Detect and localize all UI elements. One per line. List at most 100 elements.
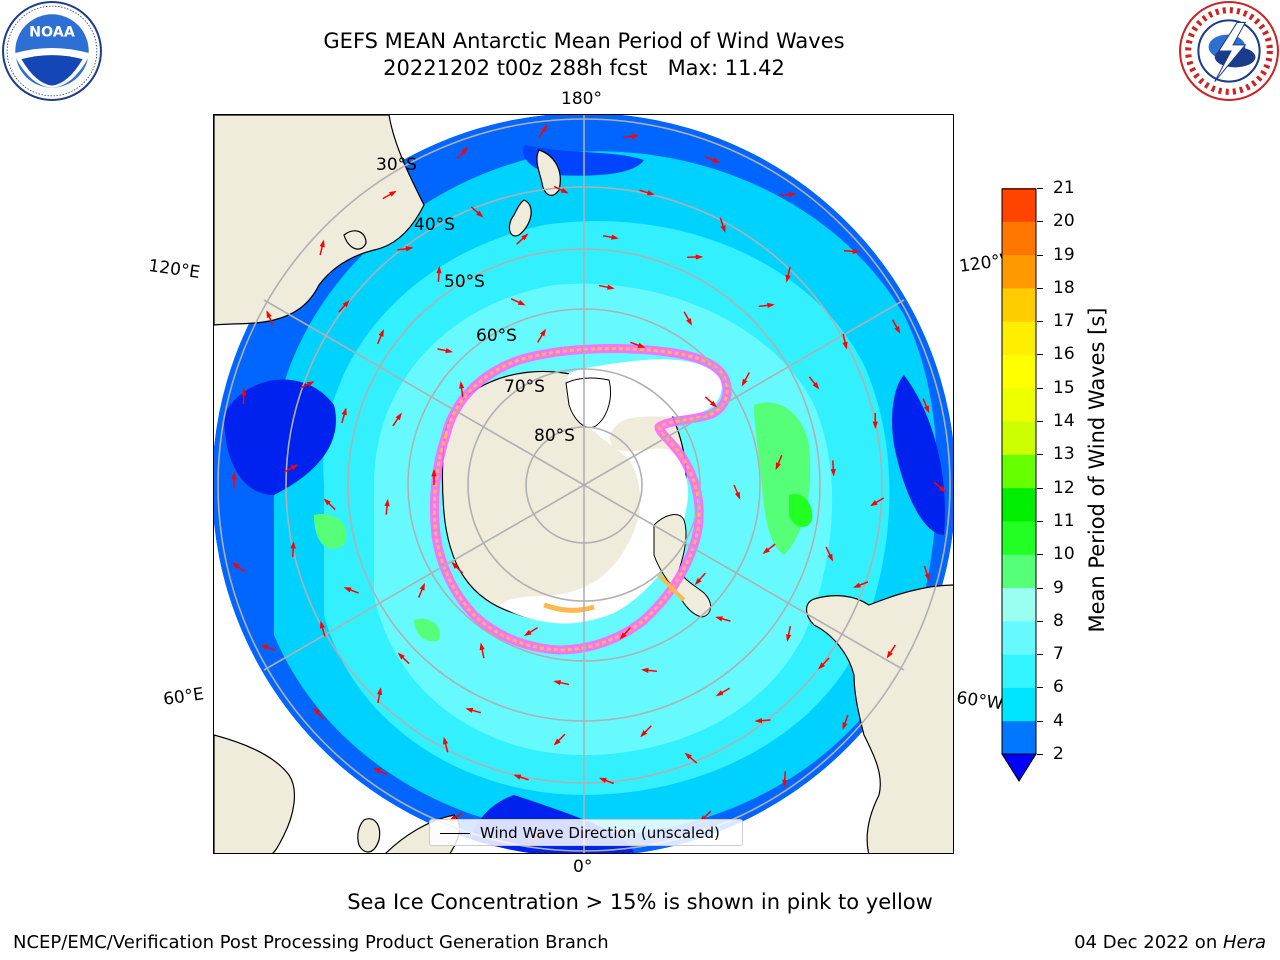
colorbar-tick-mark bbox=[1037, 287, 1043, 289]
colorbar-segment bbox=[1002, 254, 1036, 289]
credit-right: 04 Dec 2022 on Hera bbox=[1074, 932, 1266, 953]
new-zealand bbox=[536, 149, 561, 196]
wave-direction-arrowhead bbox=[266, 310, 272, 319]
colorbar-segment bbox=[1002, 587, 1036, 622]
wave-direction-arrowhead bbox=[870, 500, 878, 507]
colorbar bbox=[1001, 188, 1037, 782]
wave-direction-arrowhead bbox=[715, 690, 724, 697]
wave-direction-arrowhead bbox=[715, 616, 723, 622]
wave-direction-arrowhead bbox=[389, 190, 397, 197]
map-legend: Wind Wave Direction (unscaled) bbox=[429, 819, 743, 846]
wave-direction-arrowhead bbox=[541, 124, 548, 132]
colorbar-tick-label: 7 bbox=[1053, 644, 1064, 665]
credit-date: 04 Dec 2022 on bbox=[1074, 932, 1223, 953]
wave-direction-arrowhead bbox=[720, 225, 726, 233]
wave-direction-arrowhead bbox=[827, 553, 834, 562]
colorbar-tick-label: 2 bbox=[1053, 744, 1064, 764]
colorbar-under-triangle bbox=[1001, 753, 1037, 782]
lon-label-0: 0° bbox=[573, 857, 593, 877]
wave-direction-arrowhead bbox=[443, 736, 449, 745]
legend-line-sample bbox=[440, 833, 470, 834]
colorbar-tick-mark bbox=[1037, 221, 1043, 223]
wave-direction-arrowhead bbox=[405, 246, 414, 252]
wave-direction-arrowhead bbox=[686, 318, 693, 326]
wave-direction-arrowhead bbox=[560, 187, 569, 194]
colorbar-tick-label: 11 bbox=[1053, 510, 1075, 531]
wave-direction-arrowhead bbox=[459, 380, 465, 389]
lon-label-180: 180° bbox=[561, 89, 602, 109]
lat-label-50s: 50°S bbox=[444, 272, 485, 292]
colorbar-tick-label: 15 bbox=[1053, 377, 1075, 398]
colorbar-tick-label: 20 bbox=[1053, 211, 1075, 232]
colorbar-tick-mark bbox=[1037, 354, 1043, 356]
wave-direction-arrowhead bbox=[924, 573, 930, 582]
colorbar-tick-label: 16 bbox=[1053, 344, 1075, 365]
wave-direction-arrowhead bbox=[260, 644, 269, 650]
wave-direction-arrowhead bbox=[782, 779, 788, 788]
wave-direction-arrowhead bbox=[734, 491, 741, 500]
wave-direction-arrowhead bbox=[788, 191, 797, 198]
colorbar-segment bbox=[1002, 387, 1036, 422]
wave-direction-arrowhead bbox=[607, 284, 615, 290]
south-america bbox=[805, 584, 953, 853]
colorbar-tick-mark bbox=[1037, 620, 1043, 622]
wave-direction-arrowhead bbox=[384, 498, 390, 507]
legend-label: Wind Wave Direction (unscaled) bbox=[480, 824, 720, 842]
colorbar-tick-label: 10 bbox=[1053, 544, 1075, 565]
wave-direction-arrowhead bbox=[852, 248, 860, 254]
wave-direction-arrowhead bbox=[319, 620, 326, 629]
wave-direction-arrowhead bbox=[640, 667, 649, 673]
wave-direction-arrowhead bbox=[513, 774, 522, 780]
colorbar-segment bbox=[1002, 221, 1036, 256]
wave-direction-arrowhead bbox=[767, 302, 775, 308]
colorbar-tick-mark bbox=[1037, 687, 1043, 689]
wave-direction-arrowhead bbox=[343, 587, 352, 593]
caption: Sea Ice Concentration > 15% is shown in … bbox=[347, 890, 933, 914]
colorbar-tick-mark bbox=[1037, 554, 1043, 556]
wave-direction-arrowhead bbox=[762, 547, 770, 555]
wave-direction-arrowhead bbox=[451, 561, 459, 569]
colorbar-tick-mark bbox=[1037, 487, 1043, 489]
wave-direction-arrowhead bbox=[842, 341, 848, 350]
colorbar-segment bbox=[1002, 620, 1036, 655]
wave-direction-arrowhead bbox=[436, 265, 442, 274]
wave-direction-arrowhead bbox=[479, 642, 485, 651]
wave-direction-arrowhead bbox=[818, 662, 826, 670]
lat-label-30s: 30°S bbox=[376, 155, 417, 175]
wave-direction-arrowhead bbox=[539, 328, 546, 337]
wave-direction-arrowhead bbox=[631, 133, 640, 139]
antarctica bbox=[441, 359, 722, 624]
colorbar-tick-mark bbox=[1037, 754, 1043, 755]
title-line-1: GEFS MEAN Antarctic Mean Period of Wind … bbox=[323, 29, 845, 53]
colorbar-segment bbox=[1002, 321, 1036, 355]
wave-direction-arrowhead bbox=[694, 577, 702, 586]
wave-direction-arrowhead bbox=[637, 342, 646, 348]
colorbar-segment bbox=[1002, 188, 1036, 222]
wave-direction-arrowhead bbox=[290, 541, 296, 549]
colorbar-tick-mark bbox=[1037, 454, 1043, 456]
wave-direction-arrowhead bbox=[373, 767, 381, 774]
colorbar-segment bbox=[1002, 554, 1036, 589]
wave-direction-arrowhead bbox=[397, 652, 405, 660]
colorbar-tick-mark bbox=[1037, 188, 1043, 189]
graticule bbox=[217, 115, 951, 853]
wave-direction-arrowhead bbox=[684, 752, 692, 760]
colorbar-segment bbox=[1002, 354, 1036, 389]
wave-direction-arrowhead bbox=[938, 485, 947, 493]
credit-left: NCEP/EMC/Verification Post Processing Pr… bbox=[13, 932, 609, 953]
colorbar-segment bbox=[1002, 687, 1036, 722]
wave-direction-arrowhead bbox=[521, 233, 529, 241]
noaa-logo: NOAA bbox=[2, 1, 102, 101]
colorbar-segment bbox=[1002, 287, 1036, 322]
lat-label-70s: 70°S bbox=[504, 377, 545, 397]
colorbar-tick-mark bbox=[1037, 520, 1043, 522]
landmasses bbox=[214, 115, 953, 853]
map-panel[interactable]: 30°S 40°S 50°S 60°S 70°S 80°S Wind Wave … bbox=[213, 114, 954, 854]
wave-direction-arrowhead bbox=[709, 400, 718, 408]
wave-direction-arrowhead bbox=[619, 632, 627, 640]
wave-direction-arrowhead bbox=[553, 738, 561, 746]
colorbar-tick-label: 21 bbox=[1053, 178, 1075, 198]
wave-direction-arrowhead bbox=[445, 348, 454, 354]
lon-label-120e: 120°E bbox=[147, 256, 202, 284]
wave-direction-arrowhead bbox=[231, 471, 237, 480]
